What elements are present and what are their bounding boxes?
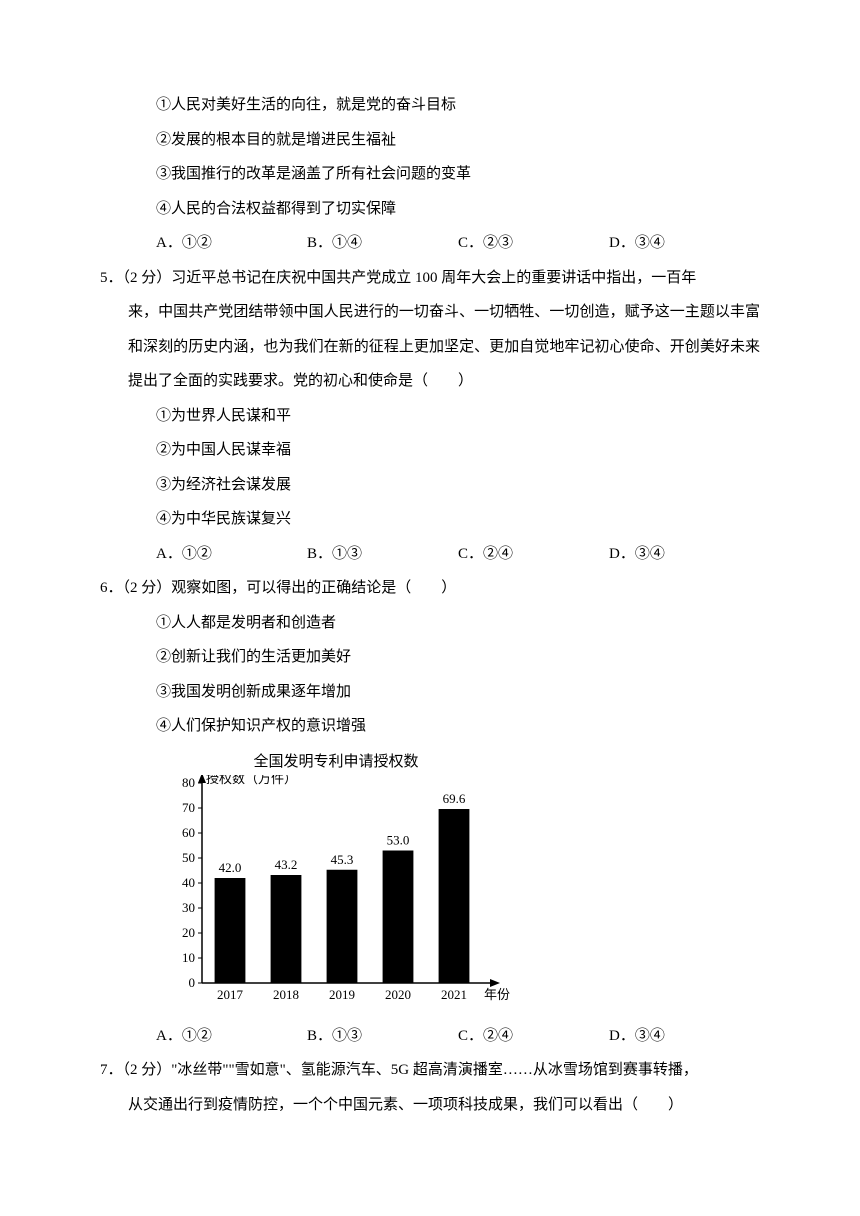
question-4-options: ①人民对美好生活的向往，就是党的奋斗目标 ②发展的根本目的就是增进民生福祉 ③我… [100,88,760,261]
q4-choice-b: B．①④ [307,226,458,261]
q6-choice-d: D．③④ [609,1019,760,1054]
q4-option-1: ①人民对美好生活的向往，就是党的奋斗目标 [100,88,760,123]
question-7: 7．（2 分）"冰丝带""雪如意"、氢能源汽车、5G 超高清演播室……从冰雪场馆… [100,1053,760,1122]
svg-text:70: 70 [182,800,195,815]
q5-choice-b: B．①③ [307,537,458,572]
q6-choice-b: B．①③ [307,1019,458,1054]
q7-stem-body: 从交通出行到疫情防控，一个个中国元素、一项项科技成果，我们可以看出（ ） [100,1088,760,1123]
q4-choice-d: D．③④ [609,226,760,261]
q5-option-3: ③为经济社会谋发展 [100,468,760,503]
svg-text:20: 20 [182,925,195,940]
svg-text:2017: 2017 [217,987,244,1002]
q7-stem-line1: 7．（2 分）"冰丝带""雪如意"、氢能源汽车、5G 超高清演播室……从冰雪场馆… [100,1053,760,1088]
svg-text:43.2: 43.2 [275,857,298,872]
svg-text:80: 80 [182,775,195,790]
chart-title: 全国发明专利申请授权数 [156,752,516,773]
q5-stem-body: 来，中国共产党团结带领中国人民进行的一切奋斗、一切牺牲、一切创造，赋予这一主题以… [100,295,760,399]
svg-text:60: 60 [182,825,195,840]
q6-number: 6．（2 分） [100,580,171,596]
svg-text:40: 40 [182,875,195,890]
svg-text:42.0: 42.0 [219,860,242,875]
q5-choice-c: C．②④ [458,537,609,572]
svg-text:授权数（万件）: 授权数（万件） [206,775,297,786]
q5-option-2: ②为中国人民谋幸福 [100,433,760,468]
svg-text:2019: 2019 [329,987,355,1002]
q5-choice-a: A．①② [156,537,307,572]
q6-stem: 6．（2 分）观察如图，可以得出的正确结论是（ ） [100,571,760,606]
q5-number: 5．（2 分） [100,270,171,286]
svg-text:10: 10 [182,950,195,965]
q6-choice-a: A．①② [156,1019,307,1054]
question-5: 5．（2 分）习近平总书记在庆祝中国共产党成立 100 周年大会上的重要讲话中指… [100,261,760,572]
q5-option-4: ④为中华民族谋复兴 [100,502,760,537]
question-6: 6．（2 分）观察如图，可以得出的正确结论是（ ） ①人人都是发明者和创造者 ②… [100,571,760,1053]
q4-option-2: ②发展的根本目的就是增进民生福祉 [100,123,760,158]
svg-text:69.6: 69.6 [443,791,466,806]
q6-choice-c: C．②④ [458,1019,609,1054]
svg-text:2021: 2021 [441,987,467,1002]
q5-choice-d: D．③④ [609,537,760,572]
bar-chart-svg: 0 10 20 30 40 50 60 70 80 授权数（万件） 年份 42.0 2017 43.2 20… [156,775,516,1015]
svg-text:2020: 2020 [385,987,411,1002]
svg-text:50: 50 [182,850,195,865]
q6-option-3: ③我国发明创新成果逐年增加 [100,675,760,710]
svg-text:2018: 2018 [273,987,299,1002]
q6-option-1: ①人人都是发明者和创造者 [100,606,760,641]
q5-stem-line1: 5．（2 分）习近平总书记在庆祝中国共产党成立 100 周年大会上的重要讲话中指… [100,261,760,296]
q5-option-1: ①为世界人民谋和平 [100,399,760,434]
svg-text:0: 0 [189,975,196,990]
svg-text:53.0: 53.0 [387,832,410,847]
q6-option-4: ④人们保护知识产权的意识增强 [100,709,760,744]
q4-option-4: ④人民的合法权益都得到了切实保障 [100,192,760,227]
q4-choice-c: C．②③ [458,226,609,261]
q5-choices: A．①② B．①③ C．②④ D．③④ [100,537,760,572]
q4-choice-a: A．①② [156,226,307,261]
patent-chart: 全国发明专利申请授权数 0 10 20 30 40 50 60 70 80 授权数（万件） 年份 42… [100,752,760,1015]
svg-text:30: 30 [182,900,195,915]
q7-number: 7．（2 分） [100,1062,171,1078]
q4-choices: A．①② B．①④ C．②③ D．③④ [100,226,760,261]
svg-text:45.3: 45.3 [331,851,354,866]
q4-option-3: ③我国推行的改革是涵盖了所有社会问题的变革 [100,157,760,192]
q6-choices: A．①② B．①③ C．②④ D．③④ [100,1019,760,1054]
svg-text:年份: 年份 [484,987,510,1002]
q6-option-2: ②创新让我们的生活更加美好 [100,640,760,675]
